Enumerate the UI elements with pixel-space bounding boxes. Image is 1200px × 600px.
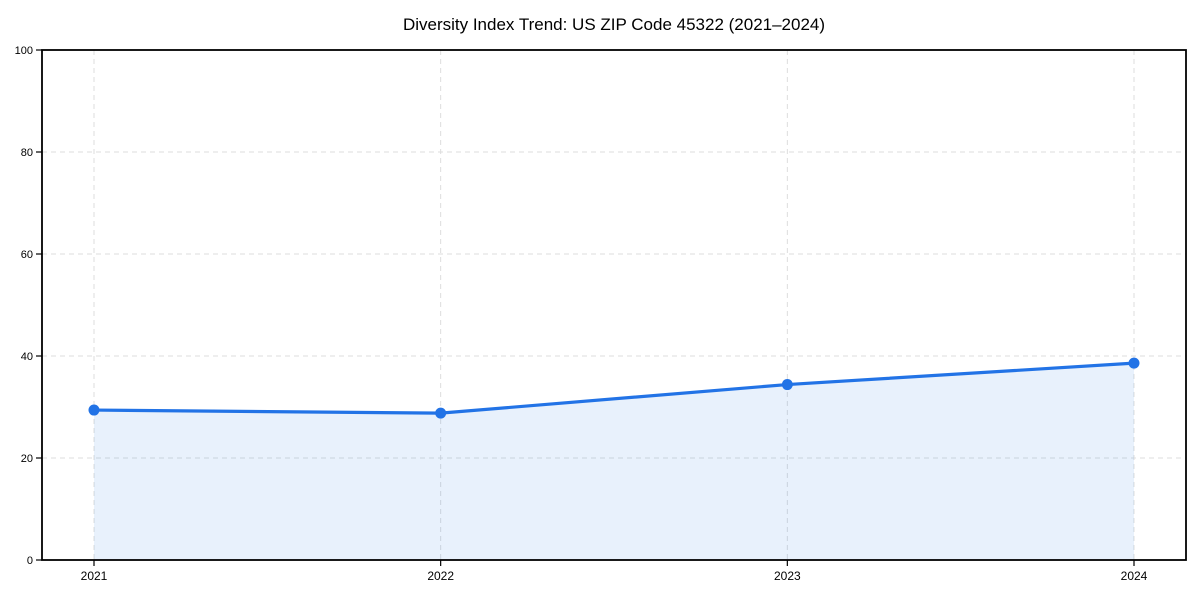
y-tick-label: 0 bbox=[27, 555, 33, 567]
trend-line-layer bbox=[92, 361, 1136, 415]
x-tick-label: 2023 bbox=[774, 569, 801, 583]
x-tick-label: 2022 bbox=[427, 569, 454, 583]
chart-title: Diversity Index Trend: US ZIP Code 45322… bbox=[403, 15, 825, 34]
y-tick-label: 20 bbox=[21, 453, 33, 465]
area-fill bbox=[94, 363, 1134, 560]
data-point-2021 bbox=[88, 404, 100, 416]
area-fill-layer bbox=[94, 363, 1134, 560]
trend-line bbox=[92, 361, 1136, 415]
x-tick-label: 2021 bbox=[81, 569, 108, 583]
plot-border bbox=[41, 49, 1187, 561]
x-tick-label: 2024 bbox=[1121, 569, 1148, 583]
data-point-2022 bbox=[435, 407, 447, 419]
y-tick-label: 80 bbox=[21, 147, 33, 159]
y-tick-label: 40 bbox=[21, 351, 33, 363]
data-points-layer bbox=[88, 357, 1140, 419]
axes-layer bbox=[36, 49, 1187, 566]
tick-labels-layer: 0 20 40 60 80 100 2021 2022 2023 2024 bbox=[15, 45, 1148, 583]
y-tick-label: 100 bbox=[15, 45, 33, 57]
data-point-2023 bbox=[781, 379, 793, 391]
y-tick-label: 60 bbox=[21, 249, 33, 261]
data-point-2024 bbox=[1128, 357, 1140, 369]
